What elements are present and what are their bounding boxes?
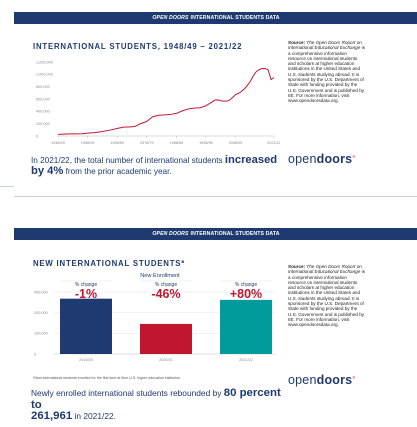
bar — [220, 299, 272, 354]
line-chart: 0 200,000 400,000 600,000 800,000 1,000,000 1,… — [36, 60, 280, 145]
narrative-emphasis-number: 261,961 — [31, 410, 73, 422]
y-tick-label: 0 — [36, 134, 38, 138]
x-tick-label: 1958/59 — [81, 141, 95, 145]
y-tick-label: 1,000,000 — [36, 73, 53, 77]
narrative-pre: Newly enrolled international students re… — [31, 388, 224, 398]
source-note: Source: The Open Doors Report on Interna… — [288, 40, 366, 104]
series-line — [57, 67, 275, 135]
y-tick-label: 0 — [34, 352, 36, 356]
y-tick-label: 100,000 — [34, 332, 48, 336]
y-tick-label: 1,200,000 — [36, 60, 53, 64]
narrative-total: In 2021/22, the total number of internat… — [31, 154, 291, 177]
y-tick-label: 200,000 — [34, 311, 48, 315]
source-note: Source: The Open Doors Report on Interna… — [288, 264, 366, 328]
source-text: is a comprehensive information resource … — [288, 269, 365, 328]
narrative-pre: In 2021/22, the total number of internat… — [31, 156, 225, 165]
trademark-icon: ® — [352, 374, 356, 380]
x-tick-label: 2021/22 — [267, 141, 280, 145]
top-banner: OPEN DOORS INTERNATIONAL STUDENTS DATA — [14, 12, 417, 24]
logo-doors: doors — [316, 152, 353, 166]
x-tick-label: 2021/22 — [239, 358, 253, 362]
source-text: is a comprehensive information resource … — [288, 45, 365, 104]
divider-line — [0, 186, 14, 187]
pct-change-value: -46% — [151, 287, 180, 301]
source-title: The Open Doors Report on International E… — [288, 40, 362, 51]
narrative-post: in 2021/22. — [72, 411, 116, 421]
bar-chart-subtitle: New Enrollment — [140, 273, 180, 279]
y-tick-label: 600,000 — [36, 97, 50, 101]
narrative-emphasis: increased by 4% — [31, 154, 278, 177]
narrative-new: Newly enrolled international students re… — [31, 387, 291, 423]
x-tick-label: 1988/89 — [169, 141, 183, 145]
opendoors-logo: opendoors® — [288, 152, 356, 166]
pct-change-label: % change — [75, 282, 97, 288]
x-tick-label: 2019/20 — [79, 358, 93, 362]
pct-change-value: -1% — [75, 287, 97, 301]
x-tick-label: 1978/79 — [140, 141, 154, 145]
bar — [60, 298, 112, 354]
x-tick-label: 2008/09 — [229, 141, 243, 145]
banner-brand: OPEN DOORS — [152, 15, 189, 21]
banner-text: INTERNATIONAL STUDENTS DATA — [190, 15, 280, 21]
logo-open: open — [288, 152, 317, 166]
x-tick-label: 1948/49 — [51, 141, 65, 145]
bar-chart: New Enrollment 0 100,000 200,000 300,000 % ch… — [34, 273, 276, 362]
divider-line — [14, 196, 417, 197]
logo-open: open — [288, 373, 317, 387]
y-tick-label: 300,000 — [34, 290, 48, 294]
trademark-icon: ® — [352, 153, 356, 159]
bar-chart-title: NEW INTERNATIONAL STUDENTS* — [33, 259, 186, 268]
footnote: *New international students enrolled for… — [33, 376, 182, 380]
x-tick-label: 1998/99 — [199, 141, 213, 145]
banner-text: INTERNATIONAL STUDENTS DATA — [190, 231, 280, 237]
y-tick-label: 200,000 — [36, 122, 50, 126]
narrative-emphasis: 80 percent to — [31, 387, 281, 411]
x-tick-label: 2020/21 — [159, 358, 173, 362]
y-tick-label: 400,000 — [36, 110, 50, 114]
pct-change-label: % change — [155, 282, 177, 288]
pct-change-label: % change — [235, 282, 257, 288]
line-chart-title: INTERNATIONAL STUDENTS, 1948/49 – 2021/2… — [33, 42, 243, 51]
y-tick-label: 800,000 — [36, 85, 50, 89]
source-label: Source: — [288, 264, 306, 269]
top-banner: OPEN DOORS INTERNATIONAL STUDENTS DATA — [14, 228, 417, 240]
pct-change-value: +80% — [230, 287, 262, 301]
source-title: The Open Doors Report on International E… — [288, 264, 362, 275]
logo-doors: doors — [316, 373, 353, 387]
bar — [140, 323, 192, 354]
narrative-post: from the prior academic year. — [63, 167, 172, 176]
banner-brand: OPEN DOORS — [152, 231, 189, 237]
x-tick-label: 1968/69 — [110, 141, 124, 145]
source-label: Source: — [288, 40, 306, 45]
opendoors-logo: opendoors® — [288, 373, 356, 387]
